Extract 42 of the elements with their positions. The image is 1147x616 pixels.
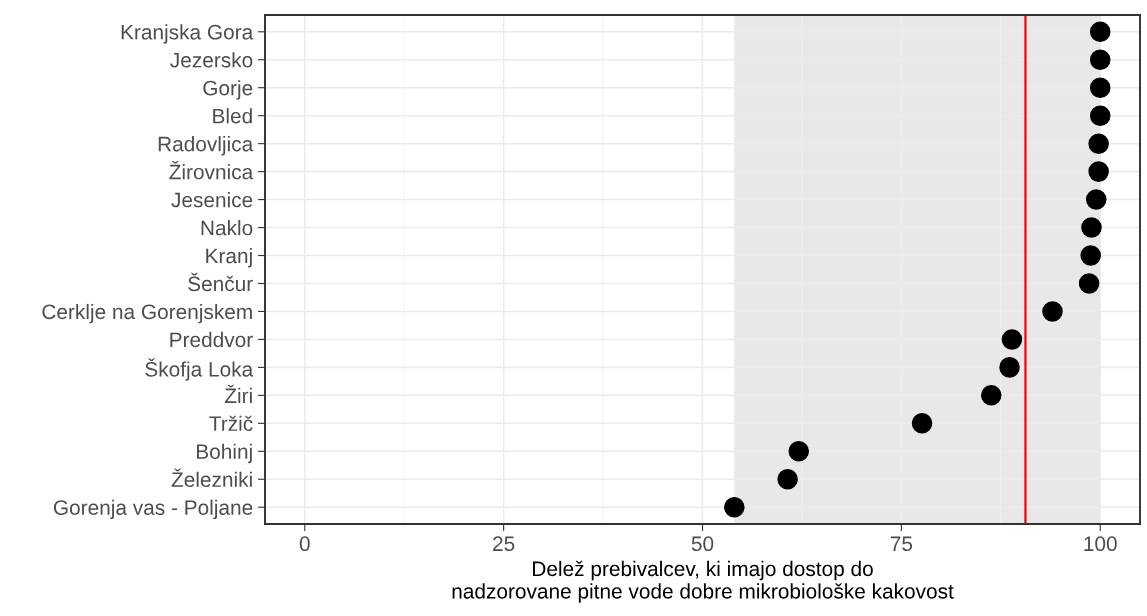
y-tick-label: Gorje <box>203 80 253 100</box>
y-tick-label: Preddvor <box>170 331 253 348</box>
point <box>980 385 1002 406</box>
point <box>1078 273 1100 294</box>
y-tick-label: Bohinj <box>196 443 252 464</box>
x-tick-label: 50 <box>691 536 714 552</box>
point <box>1089 77 1111 98</box>
point <box>1080 245 1101 266</box>
y-tick-label: Kranj <box>206 247 252 268</box>
y-tick-label: Železniki <box>171 468 252 488</box>
y-tick-label: Naklo <box>201 220 253 236</box>
y-tick-label: Cerklje na Gorenjskem <box>42 303 252 324</box>
point <box>911 413 933 434</box>
y-tick-label: Žirovnica <box>169 160 254 180</box>
x-axis-title: Delež prebivalcev, ki imajo dostop do nadzorovane pitne vode dobre mikrobiološke kakovost <box>452 560 954 603</box>
y-tick-label: Gorenja vas - Poljane <box>53 499 253 520</box>
point <box>788 441 810 462</box>
point <box>1042 301 1063 322</box>
point <box>1081 217 1102 238</box>
y-tick-label: Šenčur <box>188 272 253 292</box>
x-tick-label: 25 <box>493 536 515 552</box>
x-tick-label: 75 <box>890 536 913 552</box>
y-tick-label: Kranjska Gora <box>121 24 254 44</box>
point <box>1085 189 1107 210</box>
x-tick-label: 100 <box>1084 536 1117 552</box>
y-tick-label: Žiri <box>224 384 252 403</box>
point <box>724 496 745 518</box>
y-tick-label: Bled <box>213 108 252 124</box>
y-tick-label: Tržič <box>209 415 253 432</box>
x-tick-label: 0 <box>299 536 310 552</box>
y-tick-label: Škofja Loka <box>145 358 254 381</box>
y-tick-label: Radovljica <box>158 136 254 156</box>
point <box>1001 329 1023 350</box>
point <box>1089 49 1111 71</box>
y-tick-label: Jesenice <box>171 192 253 208</box>
point <box>1089 105 1111 126</box>
point <box>777 468 798 490</box>
point <box>1088 161 1109 182</box>
point <box>1089 21 1111 43</box>
y-tick-label: Jezersko <box>170 52 253 68</box>
point <box>999 357 1020 378</box>
point <box>1088 133 1109 154</box>
